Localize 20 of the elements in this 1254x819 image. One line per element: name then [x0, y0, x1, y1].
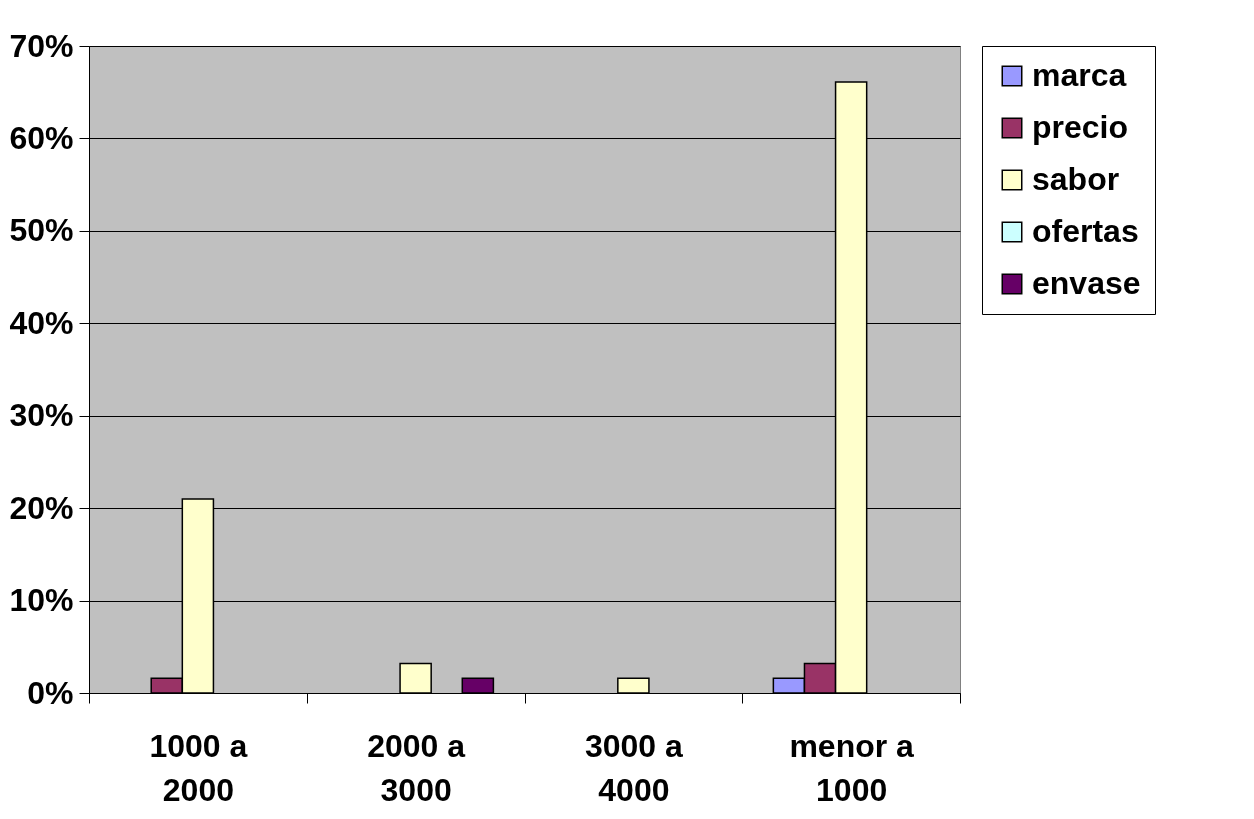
x-tick-label: 1000 a 2000 — [149, 727, 248, 808]
legend-label: precio — [1032, 109, 1129, 145]
x-tick-label: menor a 1000 — [789, 727, 915, 808]
y-tick-label: 20% — [9, 489, 74, 526]
y-tick-label: 70% — [9, 27, 74, 64]
legend-label: envase — [1032, 265, 1141, 301]
x-tick-label: 3000 a 4000 — [584, 727, 684, 808]
bar — [399, 662, 432, 694]
y-tick-label: 10% — [9, 582, 74, 619]
y-tick-label: 0% — [27, 674, 74, 711]
legend-label: sabor — [1032, 161, 1120, 197]
y-tick-label: 30% — [9, 397, 74, 434]
bar — [617, 677, 650, 694]
bar — [461, 677, 495, 694]
y-tick-label: 40% — [9, 304, 74, 341]
legend-label: marca — [1032, 57, 1127, 93]
y-tick-label: 60% — [9, 119, 74, 156]
y-tick-label: 50% — [9, 212, 74, 249]
legend-label: ofertas — [1032, 213, 1139, 249]
x-tick-label: 2000 a 3000 — [367, 727, 466, 808]
